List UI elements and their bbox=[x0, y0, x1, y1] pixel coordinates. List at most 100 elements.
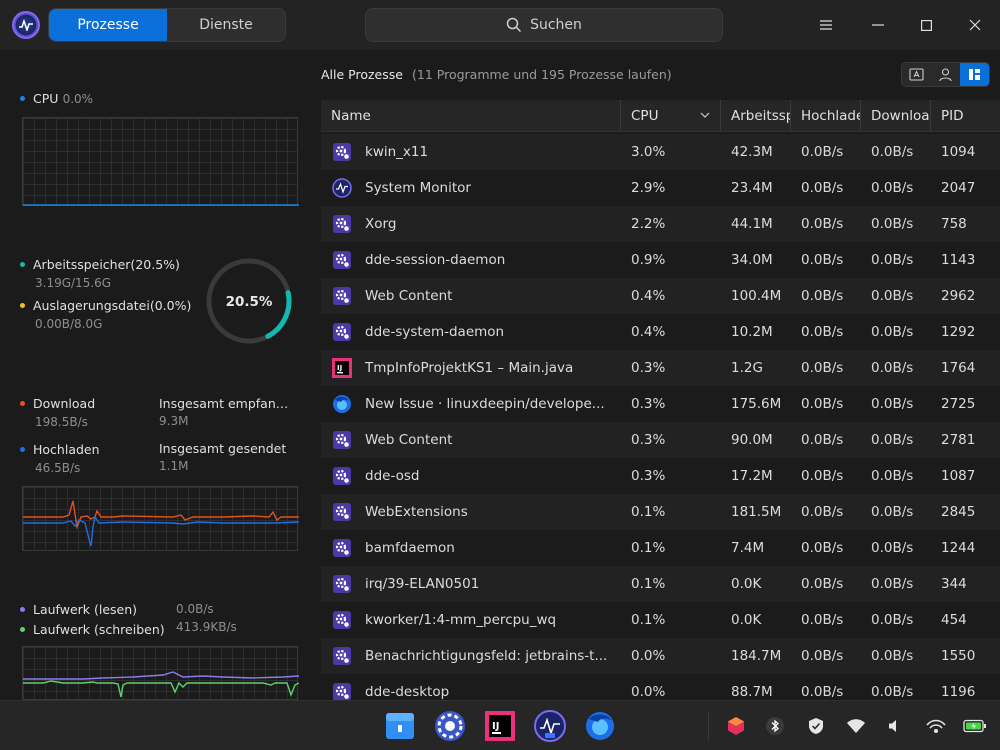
process-cpu: 0.1% bbox=[631, 576, 666, 592]
svg-text:IJ: IJ bbox=[337, 364, 342, 372]
process-name-cell: irq/39-ELAN0501 bbox=[321, 574, 621, 594]
process-pid: 1550 bbox=[941, 648, 976, 664]
process-pid: 1094 bbox=[941, 144, 976, 160]
process-memory: 181.5M bbox=[731, 504, 782, 520]
process-cpu: 3.0% bbox=[631, 144, 666, 160]
column-upload[interactable]: Hochlade bbox=[791, 100, 861, 131]
table-row[interactable]: IJ TmpInfoProjektKS1 – Main.java 0.3% 1.2G 0… bbox=[321, 350, 1000, 386]
volume-icon[interactable] bbox=[882, 713, 908, 739]
table-row[interactable]: Xorg 2.2% 44.1M 0.0B/s 0.0B/s 758 bbox=[321, 206, 1000, 242]
column-name[interactable]: Name bbox=[321, 100, 621, 131]
tab-services[interactable]: Dienste bbox=[199, 17, 253, 33]
battery-icon[interactable] bbox=[962, 713, 988, 739]
process-memory: 0.0K bbox=[731, 612, 762, 628]
all-processes-filter-button[interactable] bbox=[960, 63, 989, 86]
column-memory[interactable]: Arbeitssp bbox=[721, 100, 791, 131]
process-download: 0.0B/s bbox=[871, 468, 914, 484]
hotspot-icon[interactable] bbox=[923, 713, 949, 739]
table-row[interactable]: kworker/1:4-mm_percpu_wq 0.1% 0.0K 0.0B/s 0.… bbox=[321, 602, 1000, 638]
table-row[interactable]: System Monitor 2.9% 23.4M 0.0B/s 0.0B/s 2047 bbox=[321, 170, 1000, 206]
view-switch: Prozesse Dienste bbox=[48, 8, 286, 42]
process-download: 0.0B/s bbox=[871, 540, 914, 556]
cpu-dot bbox=[20, 96, 25, 101]
process-name-cell: Benachrichtigungsfeld: jetbrains-t... bbox=[321, 646, 621, 666]
process-pid: 758 bbox=[941, 216, 967, 232]
process-memory: 1.2G bbox=[731, 360, 763, 376]
process-memory: 17.2M bbox=[731, 468, 773, 484]
process-pid: 2047 bbox=[941, 180, 976, 196]
tree-view-icon bbox=[969, 69, 980, 80]
firefox-icon[interactable] bbox=[581, 707, 619, 745]
gear-icon bbox=[332, 214, 352, 234]
process-download: 0.0B/s bbox=[871, 612, 914, 628]
disk-write-label: Laufwerk (schreiben) bbox=[33, 622, 165, 637]
application-filter-button[interactable] bbox=[902, 63, 931, 86]
intellij-icon: IJ bbox=[332, 358, 352, 378]
process-name-cell: kwin_x11 bbox=[321, 142, 621, 162]
process-download: 0.0B/s bbox=[871, 648, 914, 664]
process-name-cell: WebExtensions bbox=[321, 502, 621, 522]
process-name: Benachrichtigungsfeld: jetbrains-t... bbox=[365, 648, 608, 664]
app-store-icon[interactable] bbox=[723, 713, 749, 739]
table-row[interactable]: Benachrichtigungsfeld: jetbrains-t... 0.0… bbox=[321, 638, 1000, 674]
process-download: 0.0B/s bbox=[871, 432, 914, 448]
process-name-cell: kworker/1:4-mm_percpu_wq bbox=[321, 610, 621, 630]
process-upload: 0.0B/s bbox=[801, 396, 844, 412]
minimize-icon[interactable] bbox=[866, 13, 890, 37]
table-row[interactable]: dde-system-daemon 0.4% 10.2M 0.0B/s 0.0B/s 12… bbox=[321, 314, 1000, 350]
search-input[interactable]: Suchen bbox=[365, 8, 723, 42]
close-icon[interactable] bbox=[963, 13, 987, 37]
table-row[interactable]: Web Content 0.3% 90.0M 0.0B/s 0.0B/s 2781 bbox=[321, 422, 1000, 458]
my-processes-filter-button[interactable] bbox=[931, 63, 960, 86]
process-download: 0.0B/s bbox=[871, 396, 914, 412]
table-row[interactable]: Web Content 0.4% 100.4M 0.0B/s 0.0B/s 2962 bbox=[321, 278, 1000, 314]
table-row[interactable]: kwin_x11 3.0% 42.3M 0.0B/s 0.0B/s 1094 bbox=[321, 134, 1000, 170]
settings-icon[interactable] bbox=[431, 707, 469, 745]
swap-dot bbox=[20, 303, 25, 308]
process-name: bamfdaemon bbox=[365, 540, 455, 556]
download-label: Download bbox=[33, 396, 96, 411]
search-placeholder: Suchen bbox=[530, 17, 582, 33]
bluetooth-icon[interactable] bbox=[762, 713, 788, 739]
column-download[interactable]: Download bbox=[861, 100, 931, 131]
process-table-header: Name CPU Arbeitssp Hochlade Download PID bbox=[321, 100, 1000, 132]
table-row[interactable]: dde-session-daemon 0.9% 34.0M 0.0B/s 0.0B/s 1… bbox=[321, 242, 1000, 278]
process-memory: 0.0K bbox=[731, 576, 762, 592]
table-row[interactable]: dde-osd 0.3% 17.2M 0.0B/s 0.0B/s 1087 bbox=[321, 458, 1000, 494]
process-cpu: 0.3% bbox=[631, 432, 666, 448]
wifi-icon[interactable] bbox=[843, 713, 869, 739]
gear-icon bbox=[332, 430, 352, 450]
process-download: 0.0B/s bbox=[871, 324, 914, 340]
process-cpu: 0.0% bbox=[631, 684, 666, 700]
menu-icon[interactable] bbox=[814, 13, 838, 37]
gear-icon bbox=[332, 250, 352, 270]
process-upload: 0.0B/s bbox=[801, 468, 844, 484]
system-monitor-icon[interactable] bbox=[531, 707, 569, 745]
table-row[interactable]: WebExtensions 0.1% 181.5M 0.0B/s 0.0B/s 2845 bbox=[321, 494, 1000, 530]
file-manager-icon[interactable] bbox=[381, 707, 419, 745]
table-row[interactable]: irq/39-ELAN0501 0.1% 0.0K 0.0B/s 0.0B/s 344 bbox=[321, 566, 1000, 602]
process-list-title: Alle Prozesse bbox=[321, 67, 403, 82]
tab-processes[interactable]: Prozesse bbox=[49, 9, 167, 41]
shield-icon[interactable] bbox=[803, 713, 829, 739]
maximize-icon[interactable] bbox=[914, 13, 938, 37]
column-pid[interactable]: PID bbox=[941, 107, 964, 124]
process-cpu: 0.3% bbox=[631, 468, 666, 484]
process-name: kwin_x11 bbox=[365, 144, 429, 160]
process-cpu: 2.2% bbox=[631, 216, 666, 232]
process-cpu: 2.9% bbox=[631, 180, 666, 196]
disk-read-value: 0.0B/s bbox=[176, 602, 214, 616]
process-memory: 44.1M bbox=[731, 216, 773, 232]
table-row[interactable]: bamfdaemon 0.1% 7.4M 0.0B/s 0.0B/s 1244 bbox=[321, 530, 1000, 566]
gear-icon bbox=[332, 682, 352, 702]
disk-write-dot bbox=[20, 627, 25, 632]
total-sent-label: Insgesamt gesendet bbox=[159, 441, 287, 456]
process-download: 0.0B/s bbox=[871, 360, 914, 376]
column-cpu[interactable]: CPU bbox=[621, 100, 721, 131]
process-memory: 90.0M bbox=[731, 432, 773, 448]
disk-write-value: 413.9KB/s bbox=[176, 620, 237, 634]
process-memory: 88.7M bbox=[731, 684, 773, 700]
table-row[interactable]: New Issue · linuxdeepin/develope... 0.3% 1… bbox=[321, 386, 1000, 422]
process-table-body: kwin_x11 3.0% 42.3M 0.0B/s 0.0B/s 1094 System … bbox=[321, 134, 1000, 710]
intellij-icon[interactable]: IJ bbox=[481, 707, 519, 745]
